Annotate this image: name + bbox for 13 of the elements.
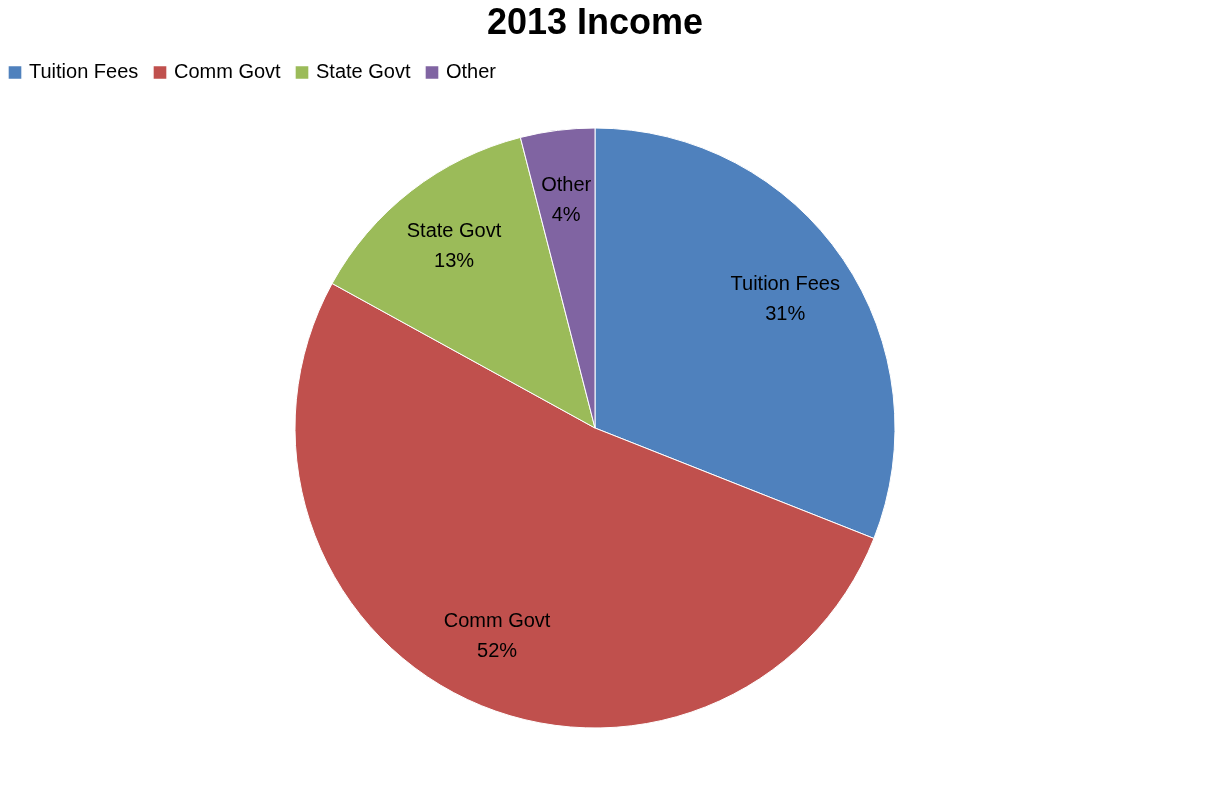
legend-label: State Govt: [316, 60, 411, 83]
chart-title: 2013 Income: [486, 1, 704, 42]
legend-label: Tuition Fees: [29, 60, 139, 83]
legend-label: Comm Govt: [174, 60, 282, 83]
data-label: 52%: [477, 639, 518, 662]
slice-label: Comm Govt: [443, 609, 551, 632]
legend-label: Other: [446, 60, 497, 83]
slice-label: Tuition Fees: [730, 271, 840, 294]
slice-label: State Govt: [406, 219, 502, 242]
data-label: 4%: [551, 202, 581, 225]
data-label: 31%: [765, 301, 806, 324]
data-label: 13%: [434, 249, 475, 272]
slice-label: Other: [541, 172, 592, 195]
